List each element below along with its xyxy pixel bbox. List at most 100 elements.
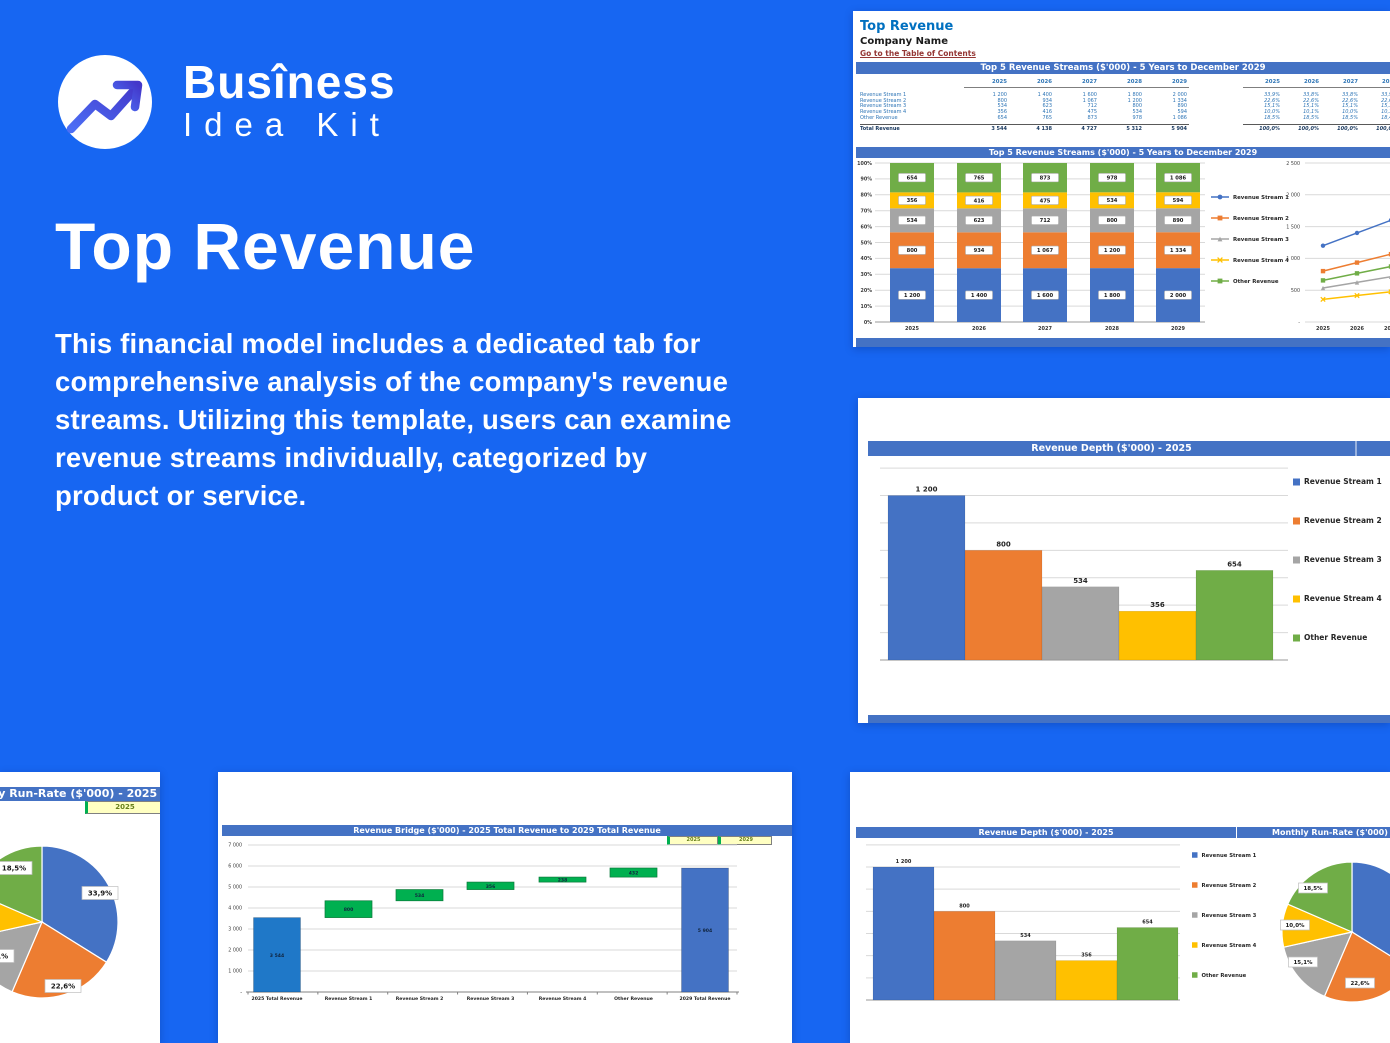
svg-text:534: 534 (1073, 577, 1088, 585)
svg-text:Revenue Stream 3: Revenue Stream 3 (1233, 237, 1289, 243)
svg-text:1 200: 1 200 (896, 859, 912, 865)
svg-text:Revenue Stream 2: Revenue Stream 2 (396, 996, 444, 1002)
svg-text:534: 534 (907, 218, 918, 224)
table-row-label: Revenue Stream 4 (860, 109, 907, 116)
svg-text:1 600: 1 600 (1037, 293, 1054, 299)
svg-text:Revenue Stream 1: Revenue Stream 1 (1304, 477, 1382, 486)
svg-text:Other Revenue: Other Revenue (1304, 633, 1367, 642)
svg-text:3 544: 3 544 (270, 953, 284, 959)
svg-text:1 400: 1 400 (971, 293, 988, 299)
svg-text:432: 432 (629, 871, 639, 877)
svg-text:2027: 2027 (1038, 326, 1052, 332)
svg-text:22,6%: 22,6% (1350, 981, 1370, 987)
svg-text:Other Revenue: Other Revenue (1202, 973, 1247, 979)
svg-text:1 500: 1 500 (1286, 224, 1300, 230)
chart-section-header: Top 5 Revenue Streams ($'000) - 5 Years … (856, 147, 1390, 158)
run-rate-pie-chart-right: 18,5% 10,0% 15,1% 22,6% (1280, 861, 1390, 1003)
svg-text:2028: 2028 (1105, 326, 1119, 332)
svg-text:800: 800 (907, 248, 918, 254)
svg-text:10%: 10% (861, 304, 873, 310)
svg-text:356: 356 (486, 884, 496, 890)
svg-text:500: 500 (1291, 288, 1300, 294)
svg-text:Revenue Stream 4: Revenue Stream 4 (1233, 258, 1289, 264)
year-selector-end[interactable]: 2029 (718, 836, 772, 845)
svg-text:Revenue Stream 3: Revenue Stream 3 (1202, 913, 1257, 919)
page-description: This financial model includes a dedicate… (55, 328, 732, 511)
svg-text:654: 654 (907, 176, 918, 182)
page-title: Top Revenue (55, 209, 476, 283)
svg-text:Revenue Stream 3: Revenue Stream 3 (1304, 555, 1382, 564)
svg-text:-: - (1298, 321, 1300, 326)
brand-logo (58, 55, 152, 149)
next-section-strip (868, 715, 1390, 723)
svg-text:-: - (240, 991, 242, 996)
svg-text:Revenue Stream 2: Revenue Stream 2 (1202, 883, 1257, 889)
svg-text:2029: 2029 (1171, 326, 1185, 332)
svg-text:50%: 50% (861, 240, 873, 246)
svg-text:356: 356 (1081, 953, 1092, 959)
svg-text:18,5%: 18,5% (2, 865, 26, 873)
toc-link[interactable]: Go to the Table of Contents (860, 49, 976, 58)
svg-text:1 086: 1 086 (1170, 176, 1187, 182)
svg-text:2026: 2026 (972, 326, 986, 332)
brand-line1: Busîness (183, 56, 396, 108)
table-row-label: Revenue Stream 2 (860, 97, 907, 104)
svg-text:1 000: 1 000 (1286, 256, 1300, 262)
svg-text:238: 238 (558, 878, 568, 884)
growth-arrow-icon (66, 80, 143, 134)
svg-text:2 000: 2 000 (1286, 193, 1300, 199)
svg-text:6 000: 6 000 (228, 864, 242, 870)
svg-text:4 000: 4 000 (228, 906, 242, 912)
svg-text:Revenue Stream 2: Revenue Stream 2 (1304, 516, 1382, 525)
bridge-header-bar: Revenue Bridge ($'000) - 2025 Total Reve… (222, 825, 792, 836)
year-selector-cell[interactable]: 2025 (85, 801, 160, 814)
svg-text:534: 534 (1107, 198, 1118, 204)
depth-header-text: Revenue Depth ($'000) - 2025 (1031, 443, 1192, 454)
svg-text:890: 890 (1173, 218, 1184, 224)
svg-text:2025 Total Revenue: 2025 Total Revenue (252, 996, 303, 1002)
svg-text:800: 800 (344, 907, 354, 913)
sheet-company-name: Company Name (860, 36, 948, 47)
svg-text:Revenue Stream 3: Revenue Stream 3 (467, 996, 515, 1002)
svg-text:Revenue Stream 2: Revenue Stream 2 (1233, 216, 1289, 222)
svg-text:90%: 90% (861, 177, 873, 183)
svg-text:594: 594 (1173, 198, 1184, 204)
svg-text:623: 623 (974, 218, 985, 224)
svg-text:2027: 2027 (1384, 326, 1390, 332)
svg-text:416: 416 (974, 198, 985, 204)
svg-text:712: 712 (1040, 218, 1051, 224)
svg-text:60%: 60% (861, 224, 873, 230)
panel-top-revenue-sheet: Top Revenue Company Name Go to the Table… (853, 11, 1390, 347)
depth-bar-chart: 1 200 800 534 356 654 Revenue Stream 1 Revenue… (880, 467, 1382, 661)
table-row-label: Revenue Stream 1 (860, 92, 907, 98)
svg-text:Revenue Stream 4: Revenue Stream 4 (1304, 594, 1382, 603)
svg-text:20%: 20% (861, 288, 873, 294)
svg-text:978: 978 (1107, 176, 1118, 182)
table-row-label: Other Revenue (860, 114, 898, 121)
svg-text:5 904: 5 904 (698, 928, 712, 934)
svg-text:30%: 30% (861, 272, 873, 278)
svg-text:654: 654 (1142, 920, 1153, 926)
svg-text:1 200: 1 200 (1104, 248, 1121, 254)
svg-text:475: 475 (1040, 198, 1051, 204)
panel-monthly-run-rate-left: Monthly Run-Rate ($'000) - 2025 2025 33,… (0, 772, 160, 1043)
svg-text:10,0%: 10,0% (1285, 923, 1305, 929)
svg-text:40%: 40% (861, 256, 873, 262)
depth-header-bar: Revenue Depth ($'000) - 2025 (868, 441, 1390, 456)
brand-line2: Idea Kit (183, 106, 391, 143)
run-rate-pie-chart: 33,9% 22,6% 18,5% 15,1% (0, 845, 119, 999)
svg-text:Other Revenue: Other Revenue (614, 996, 653, 1002)
svg-text:Revenue Stream 4: Revenue Stream 4 (539, 996, 587, 1002)
svg-text:Other Revenue: Other Revenue (1233, 279, 1279, 285)
svg-text:1 800: 1 800 (1104, 293, 1121, 299)
svg-text:70%: 70% (861, 209, 873, 215)
svg-text:Revenue Stream 1: Revenue Stream 1 (1202, 853, 1257, 859)
svg-text:18,5%: 18,5% (1303, 886, 1323, 892)
runrate-header-text: Monthly Run-Rate ($'000) - 2025 (0, 787, 158, 800)
svg-text:1 000: 1 000 (228, 969, 242, 975)
svg-text:3 000: 3 000 (228, 927, 242, 933)
svg-text:0%: 0% (864, 320, 872, 326)
svg-text:2026: 2026 (1350, 326, 1364, 332)
